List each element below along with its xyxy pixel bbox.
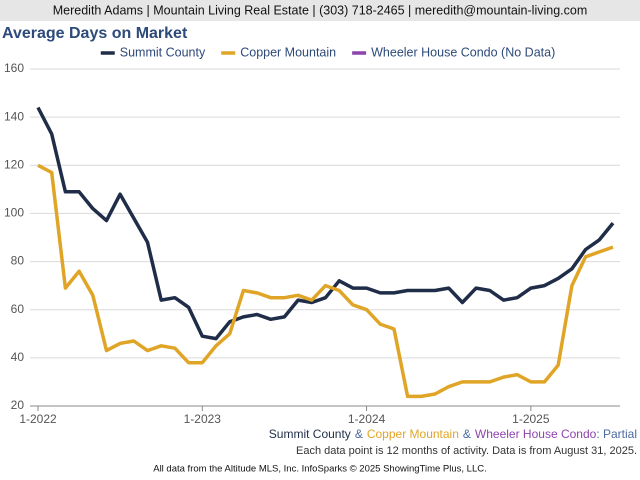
caption-part: Summit County	[269, 427, 351, 441]
series-line	[37, 163, 614, 399]
chart-title: Average Days on Market	[2, 25, 188, 42]
caption-part: Copper Mountain	[367, 427, 459, 441]
series-line	[36, 106, 615, 341]
y-tick-label: 80	[11, 254, 25, 268]
y-tick-label: 60	[11, 302, 25, 316]
y-tick-label: 20	[11, 398, 25, 412]
legend-label: Wheeler House Condo (No Data)	[371, 45, 555, 59]
y-tick-label: 100	[4, 206, 24, 220]
y-tick-label: 140	[4, 109, 24, 123]
legend: Summit County Copper Mountain Wheeler Hous…	[100, 45, 555, 59]
x-tick-label: 1-2024	[348, 412, 386, 426]
header-bar	[0, 0, 640, 21]
y-tick-label: 160	[4, 61, 24, 75]
y-tick-label: 40	[11, 350, 25, 364]
legend-label: Copper Mountain	[240, 45, 336, 59]
caption-part: &	[463, 427, 471, 441]
x-tick-label: 1-2023	[184, 412, 222, 426]
legend-label: Summit County	[120, 45, 206, 59]
note: Each data point is 12 months of activity…	[296, 445, 637, 457]
x-tick-label: 1-2025	[512, 412, 550, 426]
footer: All data from the Altitude MLS, Inc. Inf…	[153, 464, 487, 475]
caption-part: Wheeler House Condo	[475, 427, 597, 441]
caption-part: : Partial	[596, 427, 637, 441]
caption-part: &	[355, 427, 363, 441]
x-tick-label: 1-2022	[19, 412, 57, 426]
header: Meredith Adams | Mountain Living Real Es…	[53, 3, 588, 17]
caption: Summit County & Copper Mountain & Wheeler Ho…	[269, 427, 637, 441]
y-tick-label: 120	[4, 157, 24, 171]
